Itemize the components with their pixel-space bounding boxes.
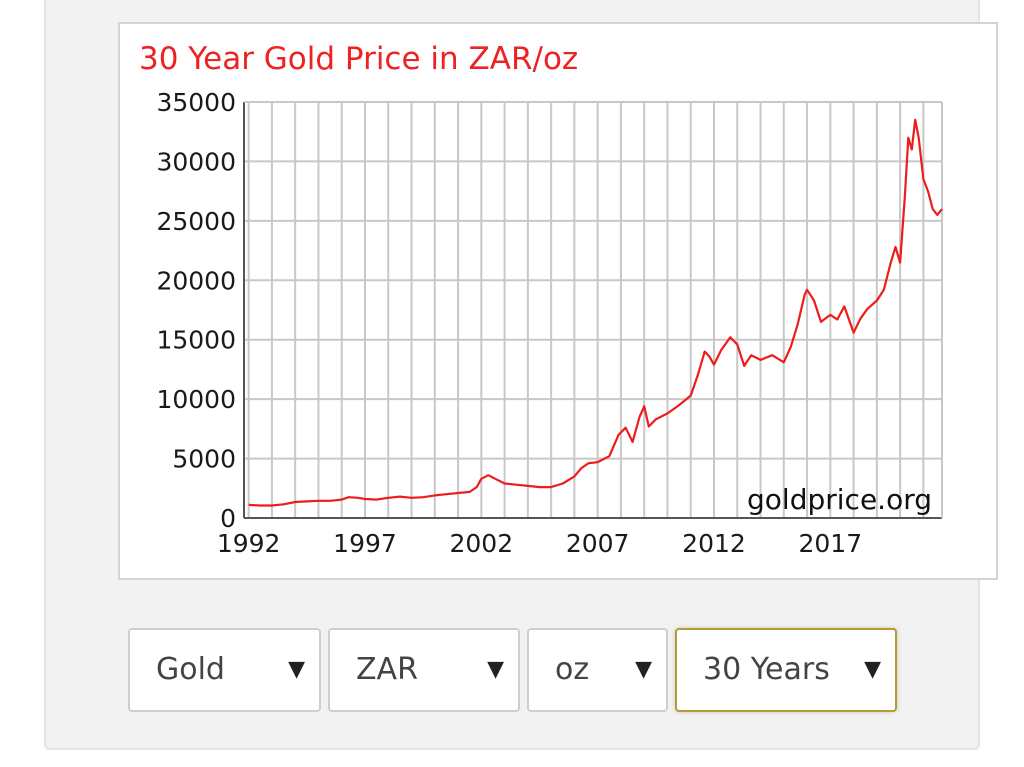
y-tick-label: 30000 xyxy=(156,147,236,176)
unit-select-value: oz xyxy=(555,652,590,687)
period-select[interactable]: 30 Years ▼ xyxy=(675,628,897,712)
y-tick-label: 0 xyxy=(220,504,236,533)
y-tick-label: 10000 xyxy=(156,385,236,414)
y-tick-label: 5000 xyxy=(172,445,236,474)
y-tick-label: 35000 xyxy=(156,88,236,117)
y-tick-label: 20000 xyxy=(156,266,236,295)
gold-price-line xyxy=(248,118,943,507)
period-select-value: 30 Years xyxy=(703,652,830,687)
chevron-down-icon: ▼ xyxy=(483,630,504,710)
gold-price-chart: 30 Year Gold Price in ZAR/oz 0 5000 10000 1… xyxy=(139,41,943,558)
x-tick-label: 2002 xyxy=(450,529,514,558)
watermark-text: goldprice.org xyxy=(747,483,932,516)
metal-select[interactable]: Gold ▼ xyxy=(128,628,321,712)
y-axis-ticks: 0 5000 10000 15000 20000 25000 30000 35000 xyxy=(156,88,236,533)
chart-grid xyxy=(243,101,943,519)
x-tick-label: 2007 xyxy=(566,529,630,558)
currency-select-value: ZAR xyxy=(356,652,418,687)
y-tick-label: 25000 xyxy=(156,207,236,236)
gold-price-widget: 30 Year Gold Price in ZAR/oz 0 5000 10000 1… xyxy=(44,0,998,750)
x-tick-label: 2017 xyxy=(799,529,863,558)
chart-panel: 30 Year Gold Price in ZAR/oz 0 5000 10000 1… xyxy=(118,22,998,580)
chevron-down-icon: ▼ xyxy=(284,630,305,710)
x-tick-label: 2012 xyxy=(682,529,746,558)
y-tick-label: 15000 xyxy=(156,326,236,355)
x-tick-label: 1997 xyxy=(333,529,397,558)
chevron-down-icon: ▼ xyxy=(631,630,652,710)
chart-title: 30 Year Gold Price in ZAR/oz xyxy=(139,41,578,77)
currency-select[interactable]: ZAR ▼ xyxy=(328,628,520,712)
x-tick-label: 1992 xyxy=(217,529,281,558)
chevron-down-icon: ▼ xyxy=(860,630,881,710)
unit-select[interactable]: oz ▼ xyxy=(527,628,668,712)
metal-select-value: Gold xyxy=(156,652,225,687)
x-axis-ticks: 1992 1997 2002 2007 2012 2017 xyxy=(217,529,862,558)
